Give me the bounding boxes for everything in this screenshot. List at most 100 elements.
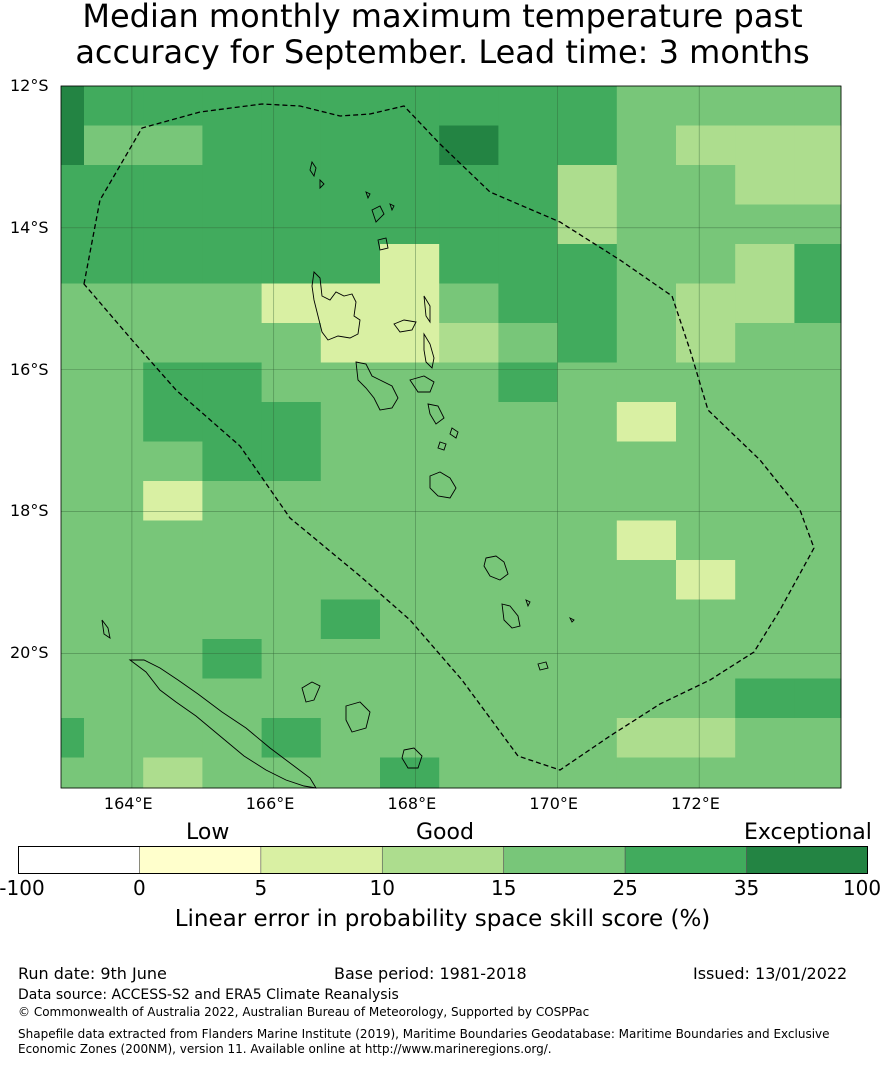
grid-cell (143, 244, 203, 284)
grid-cell (84, 323, 144, 363)
colorbar-tick: 5 (254, 876, 268, 900)
grid-cell (676, 639, 736, 679)
grid-cell (61, 244, 85, 284)
grid-cell (735, 402, 795, 442)
grid-cell (320, 441, 381, 482)
grid-cell (676, 520, 736, 561)
grid-cell (616, 323, 677, 363)
grid-cell (202, 520, 263, 561)
grid-cell (735, 520, 795, 561)
map-title-line-2: accuracy for September. Lead time: 3 mon… (75, 33, 810, 71)
grid-cell (61, 323, 85, 363)
banks-island-2 (377, 237, 389, 251)
issued-date: Issued: 13/01/2022 (693, 964, 848, 983)
grid-cell (84, 481, 144, 521)
grid-cell (261, 718, 322, 758)
colorbar-frame (18, 846, 868, 874)
grid-cell (616, 86, 677, 126)
colorbar-segment (746, 846, 868, 874)
grid-cell (498, 481, 559, 521)
colorbar-segment (503, 846, 626, 874)
grid-cell (61, 520, 85, 561)
grid-cell (616, 520, 677, 561)
skill-score-map (60, 85, 842, 789)
grid-cell (202, 599, 263, 640)
grid-cell (439, 204, 499, 245)
grid-cell (794, 718, 842, 758)
grid-cell (261, 520, 322, 561)
grid-cell (320, 244, 381, 284)
grid-cell (320, 283, 381, 324)
grid-cell (320, 718, 381, 758)
grid-cell (676, 165, 736, 205)
grid-cell (616, 362, 677, 403)
grid-cell (735, 125, 795, 166)
small-island-6 (568, 616, 575, 623)
grid-cell (84, 86, 144, 126)
grid-cell (84, 125, 144, 166)
colorbar (18, 846, 868, 874)
grid-cell (498, 718, 559, 758)
grid-cell (61, 125, 85, 166)
grid-cell (439, 481, 499, 521)
grid-cell (794, 125, 842, 166)
grid-cell (735, 204, 795, 245)
grid-cell (794, 204, 842, 245)
grid-cell (616, 204, 677, 245)
grid-cell (735, 757, 795, 789)
latitude-tick-label: 14°S (10, 217, 49, 237)
colorbar-tick: 100 (842, 876, 882, 900)
grid-cell (794, 639, 842, 679)
grid-cell (61, 402, 85, 442)
grid-cell (143, 678, 203, 719)
maewo-island (423, 295, 431, 324)
grid-cell (84, 362, 144, 403)
ambrym-island (409, 375, 435, 393)
grid-cell (439, 244, 499, 284)
grid-cell (143, 520, 203, 561)
grid-cell (557, 244, 618, 284)
grid-cell (202, 86, 263, 126)
grid-cell (380, 244, 440, 284)
grid-cell (320, 757, 381, 789)
grid-cell (84, 402, 144, 442)
grid-cell (794, 323, 842, 363)
grid-cell (261, 560, 322, 600)
grid-cell (557, 125, 618, 166)
grid-cell (202, 323, 263, 363)
grid-cell (61, 599, 85, 640)
grid-cell (616, 560, 677, 600)
grid-cell (439, 323, 499, 363)
grid-cell (261, 362, 322, 403)
grid-cell (735, 481, 795, 521)
epi-island (427, 403, 445, 425)
colorbar-tick: 15 (490, 876, 517, 900)
grid-cell (61, 639, 85, 679)
colorbar-tick: -100 (0, 876, 45, 900)
grid-cell (84, 757, 144, 789)
grid-cell (439, 718, 499, 758)
grid-cell (380, 125, 440, 166)
grid-cell (84, 560, 144, 600)
grid-cell (676, 441, 736, 482)
longitude-tick-label: 166°E (245, 794, 295, 813)
grid-cell (557, 757, 618, 789)
colorbar-segment (260, 846, 383, 874)
grid-cell (616, 283, 677, 324)
base-period: Base period: 1981-2018 (334, 964, 527, 983)
grid-cell (143, 718, 203, 758)
grid-cell (61, 86, 85, 126)
grid-cell (261, 678, 322, 719)
grid-cell (61, 718, 85, 758)
grid-cell (320, 402, 381, 442)
grid-cell (794, 165, 842, 205)
grid-cell (61, 560, 85, 600)
pentecost-island (423, 332, 435, 369)
grid-cell (498, 520, 559, 561)
grid-cell (439, 560, 499, 600)
grid-cell (84, 204, 144, 245)
longitude-tick-label: 164°E (103, 794, 153, 813)
shapefile-credit-line-1: Shapefile data extracted from Flanders M… (18, 1027, 830, 1041)
erromango-island (483, 555, 509, 581)
skill-grid (61, 86, 842, 789)
